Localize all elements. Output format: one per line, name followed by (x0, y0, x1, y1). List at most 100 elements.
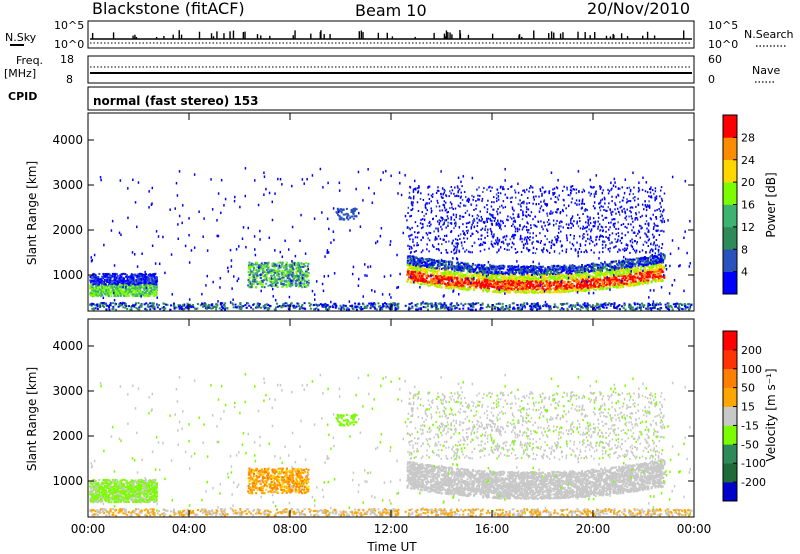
power-echo (466, 262, 469, 265)
power-echo (139, 282, 142, 285)
power-echo (639, 260, 642, 263)
power-echo (521, 283, 524, 286)
power-echo (133, 273, 136, 276)
power-echo (614, 260, 617, 263)
power-echo (542, 275, 545, 278)
power-echo (515, 271, 518, 274)
power-echo (286, 270, 289, 273)
power-echo (451, 261, 454, 264)
power-echo (565, 265, 568, 268)
power-echo (593, 279, 596, 282)
power-echo (589, 283, 592, 286)
power-echo (599, 278, 602, 281)
power-echo (280, 273, 283, 276)
power-echo (555, 275, 558, 278)
power-echo (509, 290, 512, 293)
power-echo (274, 278, 277, 281)
power-echo (595, 283, 598, 286)
power-echo (573, 277, 576, 280)
power-echo (417, 278, 420, 281)
power-echo (297, 275, 300, 278)
power-echo (579, 283, 582, 286)
power-echo (113, 282, 116, 285)
power-echo (600, 271, 603, 274)
power-echo (579, 278, 582, 281)
power-echo (435, 276, 438, 279)
power-echo (352, 209, 355, 212)
power-echo (484, 272, 487, 275)
power-echo (466, 266, 469, 269)
power-echo (631, 258, 634, 261)
power-echo (604, 273, 607, 276)
power-echo (437, 264, 440, 267)
power-echo (446, 285, 449, 288)
power-echo (130, 292, 133, 295)
power-echo (607, 277, 610, 280)
power-echo (508, 277, 511, 280)
power-echo (135, 291, 138, 294)
power-echo (522, 287, 525, 290)
power-echo (506, 284, 509, 287)
power-echo (521, 271, 524, 274)
power-echo (512, 284, 515, 287)
power-echo (303, 265, 306, 268)
power-echo (271, 271, 274, 274)
power-echo (460, 268, 463, 271)
power-echo (449, 274, 452, 277)
power-echo (480, 277, 483, 280)
power-echo (479, 270, 482, 273)
power-echo (483, 275, 486, 278)
power-echo (504, 272, 507, 275)
power-echo (306, 265, 309, 268)
power-echo (538, 267, 541, 270)
power-echo (623, 265, 626, 268)
power-echo (153, 275, 156, 278)
power-echo (137, 277, 140, 280)
power-echo (537, 283, 540, 286)
power-echo (616, 286, 619, 289)
power-echo (592, 270, 595, 273)
power-echo (249, 265, 252, 268)
power-echo (553, 267, 556, 270)
power-echo (639, 258, 642, 261)
power-echo (114, 282, 117, 285)
power-echo (648, 268, 651, 271)
power-echo (525, 291, 528, 294)
power-echo (292, 273, 295, 276)
power-echo (642, 280, 645, 283)
power-echo (520, 291, 523, 294)
power-echo (507, 278, 510, 281)
power-echo (355, 215, 358, 218)
power-echo (452, 287, 455, 290)
power-echo (353, 207, 356, 210)
power-echo (611, 268, 614, 271)
power-echo (558, 272, 561, 275)
power-echo (425, 279, 428, 282)
power-echo (105, 276, 108, 279)
power-echo (658, 268, 661, 271)
power-echo (483, 270, 486, 273)
power-echo (481, 274, 484, 277)
power-echo (351, 208, 354, 211)
power-echo (622, 275, 625, 278)
power-echo (585, 286, 588, 289)
power-echo (607, 265, 610, 268)
power-echo (443, 274, 446, 277)
power-echo (550, 291, 553, 294)
power-echo (483, 264, 486, 267)
power-echo (596, 287, 599, 290)
power-echo (533, 286, 536, 289)
power-echo (247, 279, 250, 282)
power-echo (447, 285, 450, 288)
power-echo (600, 261, 603, 264)
power-echo (533, 273, 536, 276)
power-echo (459, 279, 462, 282)
power-echo (656, 255, 659, 258)
power-echo (495, 276, 498, 279)
power-echo (447, 260, 450, 263)
power-echo (540, 276, 543, 279)
power-echo (560, 287, 563, 290)
power-echo (424, 264, 427, 267)
power-echo (119, 291, 122, 294)
power-echo (584, 282, 587, 285)
